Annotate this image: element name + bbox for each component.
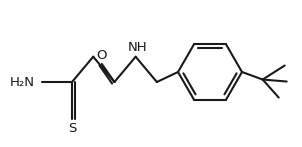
- Text: S: S: [68, 122, 76, 136]
- Text: O: O: [97, 50, 107, 62]
- Text: NH: NH: [128, 41, 147, 54]
- Text: H₂N: H₂N: [9, 76, 34, 88]
